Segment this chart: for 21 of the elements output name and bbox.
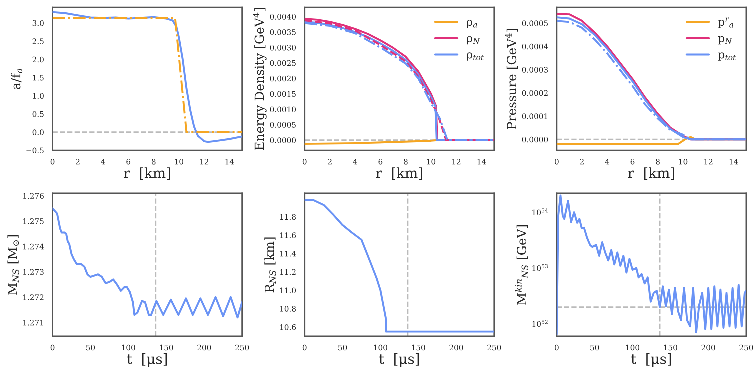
y-axis-title: M$^{kin}$$_{NS}$ [GeV]: [515, 225, 528, 305]
x-axis-title: r [km]: [376, 168, 422, 180]
legend-label: p$_{N}$: [718, 36, 732, 45]
y-axis-title: Energy Density [GeV$^{4}$]: [253, 8, 267, 150]
x-axis-title: t [μs]: [379, 354, 420, 367]
y-axis-title: a/f$_{a}$: [11, 69, 23, 90]
y-axis-title: Pressure [GeV$^{4}$]: [505, 29, 518, 130]
line-series: [556, 194, 746, 336]
legend-label: ρ$_{tot}$: [467, 52, 484, 61]
y-axis-title: R$_{NS}$ [km]: [264, 238, 276, 293]
legend-label: p$^{r}$$_{a}$: [718, 18, 734, 28]
x-axis-title: t [μs]: [631, 354, 672, 367]
x-axis-title: r [km]: [628, 168, 674, 180]
y-axis-title: M$_{NS}$ [M$_{⊙}$]: [8, 235, 20, 295]
legend-label: ρ$_{N}$: [467, 36, 480, 45]
line-series: [304, 200, 494, 333]
x-axis-title: r [km]: [124, 168, 170, 180]
legend-label: p$_{tot}$: [718, 52, 736, 61]
line-series: [52, 208, 242, 319]
legend-label: ρ$_{a}$: [467, 20, 478, 28]
x-axis-title: t [μs]: [127, 354, 168, 367]
